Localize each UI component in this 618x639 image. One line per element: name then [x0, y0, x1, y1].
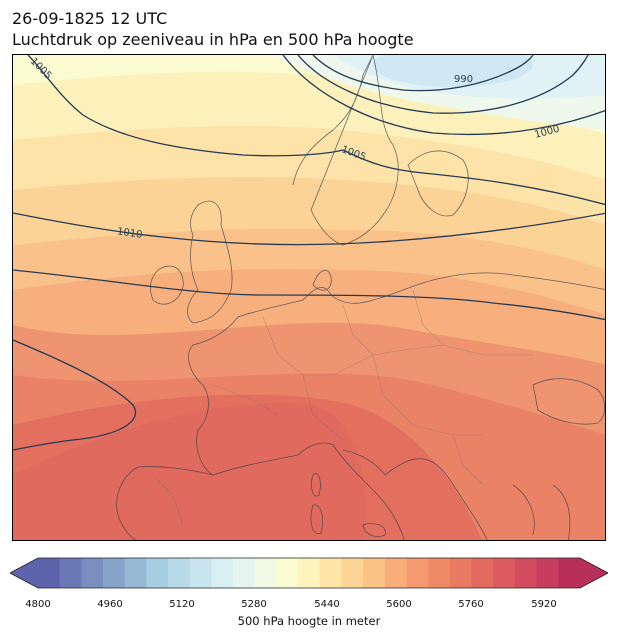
coastline-scandinavia: [292, 55, 399, 246]
isobar-1005-west: [27, 55, 344, 157]
colorbar-tick: 4960: [97, 599, 123, 610]
colorbar-segment: [319, 558, 343, 588]
isobar-1015: [13, 269, 605, 321]
border: [212, 384, 279, 416]
isobar-label: 1010: [116, 226, 143, 240]
colorbar-segment: [384, 558, 408, 588]
map-subtitle: Luchtdruk op zeeniveau in hPa en 500 hPa…: [12, 30, 414, 49]
coastline-aegean: [512, 484, 571, 540]
colorbar-tick: 5280: [241, 599, 267, 610]
border: [152, 474, 184, 526]
isobar-995: [297, 55, 589, 114]
colorbar-tick: 5440: [314, 599, 340, 610]
colorbar-segment: [341, 558, 364, 588]
colorbar-tick: 5760: [458, 599, 484, 610]
colorbar-segment: [211, 558, 234, 588]
coastline-britain: [187, 200, 233, 324]
border: [372, 354, 483, 436]
isobar-1005: [342, 149, 605, 206]
isobar-1020: [13, 339, 137, 451]
colorbar: [10, 557, 608, 589]
coastline-balkans: [384, 458, 488, 540]
colorbar-tick: 5920: [531, 599, 557, 610]
coastline-italy: [297, 442, 405, 540]
coastline-finland: [407, 150, 469, 217]
coastline-ireland: [150, 265, 184, 305]
coastline-france: [188, 316, 239, 476]
isobar-1010: [13, 212, 605, 246]
border: [342, 304, 374, 356]
colorbar-tick: 4800: [25, 599, 51, 610]
colorbar-segment: [298, 558, 321, 588]
coastline-corsica: [311, 473, 321, 497]
colorbar-segment: [124, 558, 147, 588]
isobar-990: [312, 55, 534, 92]
coastline-iberia: [116, 454, 299, 540]
colorbar-segment: [428, 558, 451, 588]
border: [412, 289, 533, 356]
isobar-1000: [282, 55, 605, 136]
map-canvas: 1005 990 1000 1005 1010: [13, 55, 605, 540]
colorbar-segment: [493, 558, 516, 588]
colorbar-segment: [449, 558, 473, 588]
colorbar-segment: [254, 558, 277, 588]
coastline-black-sea: [532, 378, 605, 425]
height-band: [13, 403, 366, 540]
colorbar-segment: [276, 558, 299, 588]
colorbar-label: 500 hPa hoogte in meter: [237, 614, 381, 628]
colorbar-segment: [558, 558, 581, 588]
coastline-sardinia: [310, 504, 323, 535]
colorbar-tick: 5600: [386, 599, 412, 610]
colorbar-segment: [59, 558, 82, 588]
colorbar-segment: [81, 558, 104, 588]
colorbar-segment: [233, 558, 256, 588]
colorbar-segment: [471, 558, 494, 588]
colorbar-tick: 5120: [169, 599, 195, 610]
border: [302, 374, 344, 441]
colorbar-segment: [103, 558, 126, 588]
colorbar-segment: [146, 558, 169, 588]
weather-map: 1005 990 1000 1005 1010: [12, 54, 606, 541]
isobar-label: 990: [454, 74, 473, 85]
coastline-sicily: [362, 523, 386, 537]
border: [262, 316, 444, 376]
colorbar-segment: [38, 558, 61, 588]
colorbar-segment: [189, 558, 212, 588]
colorbar-segment: [536, 558, 559, 588]
coastline-continent: [237, 272, 605, 318]
colorbar-segment: [168, 558, 191, 588]
colorbar-segment: [514, 558, 538, 588]
map-datetime: 26-09-1825 12 UTC: [12, 9, 168, 28]
colorbar-segment: [363, 558, 386, 588]
border: [452, 434, 484, 486]
colorbar-segment: [406, 558, 429, 588]
colorbar-outline: [10, 557, 608, 589]
colorbar-extend-high: [580, 558, 608, 588]
colorbar-extend-low: [10, 558, 38, 588]
coastline-denmark: [312, 269, 332, 291]
